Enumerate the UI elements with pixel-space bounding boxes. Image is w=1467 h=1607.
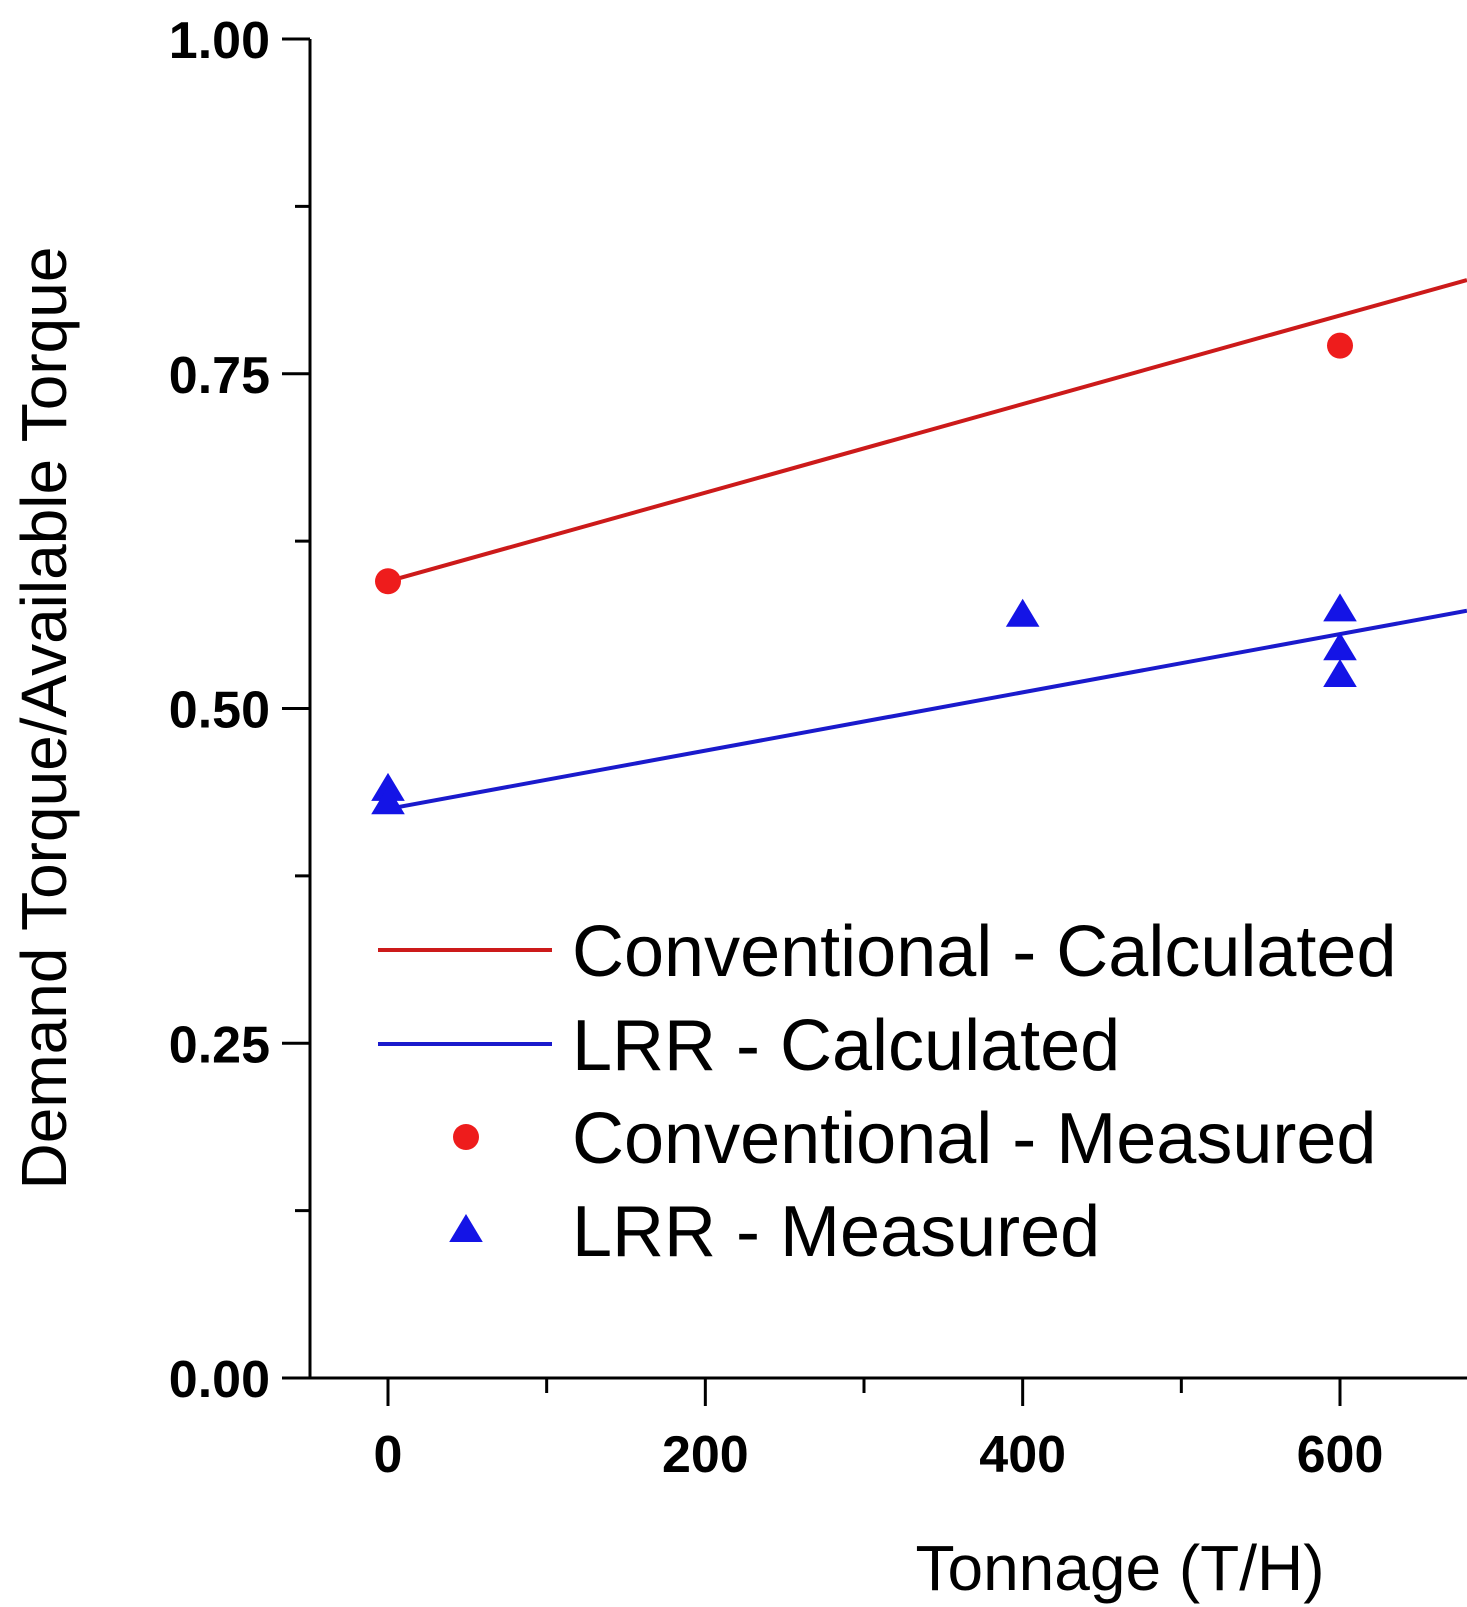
- ticks: 0.00 0.25 0.50 0.75 1.00 0 200 400 600: [169, 12, 1384, 1484]
- series-line: [387, 608, 1467, 811]
- y-tick-label: 0.75: [169, 347, 270, 405]
- data-point: [1327, 332, 1353, 359]
- x-tick-label: 600: [1297, 1426, 1384, 1484]
- y-tick-label: 0.50: [169, 682, 270, 740]
- series-conventional-measured: [375, 332, 1353, 595]
- legend-label: LRR - Calculated: [572, 1006, 1120, 1086]
- legend-label: Conventional - Measured: [572, 1099, 1376, 1179]
- x-tick-label: 200: [662, 1426, 749, 1484]
- y-tick-label: 0.25: [169, 1016, 270, 1074]
- data-point: [1323, 593, 1357, 622]
- legend-label: Conventional - Calculated: [572, 912, 1396, 992]
- series-lrr-measured: [371, 593, 1357, 815]
- legend-triangle-symbol: [449, 1214, 483, 1242]
- series-layer: [371, 278, 1467, 815]
- data-point: [1323, 659, 1357, 688]
- legend-label: LRR - Measured: [572, 1192, 1100, 1272]
- data-point: [1005, 598, 1040, 627]
- series-line: [387, 278, 1467, 584]
- data-point: [371, 786, 405, 815]
- data-point: [375, 568, 401, 595]
- x-tick-label: 400: [979, 1426, 1066, 1484]
- y-axis-title: Demand Torque/Available Torque: [8, 247, 80, 1190]
- y-tick-label: 1.00: [169, 12, 270, 70]
- series-conventional-calculated: [387, 278, 1467, 584]
- y-tick-label: 0.00: [169, 1351, 270, 1409]
- x-tick-label: 0: [374, 1426, 403, 1484]
- series-lrr-calculated: [387, 608, 1467, 811]
- data-point: [1323, 632, 1357, 661]
- legend-circle-symbol: [453, 1124, 479, 1150]
- x-axis-title: Tonnage (T/H): [915, 1532, 1324, 1604]
- legend: Conventional - Calculated LRR - Calculate…: [378, 912, 1396, 1272]
